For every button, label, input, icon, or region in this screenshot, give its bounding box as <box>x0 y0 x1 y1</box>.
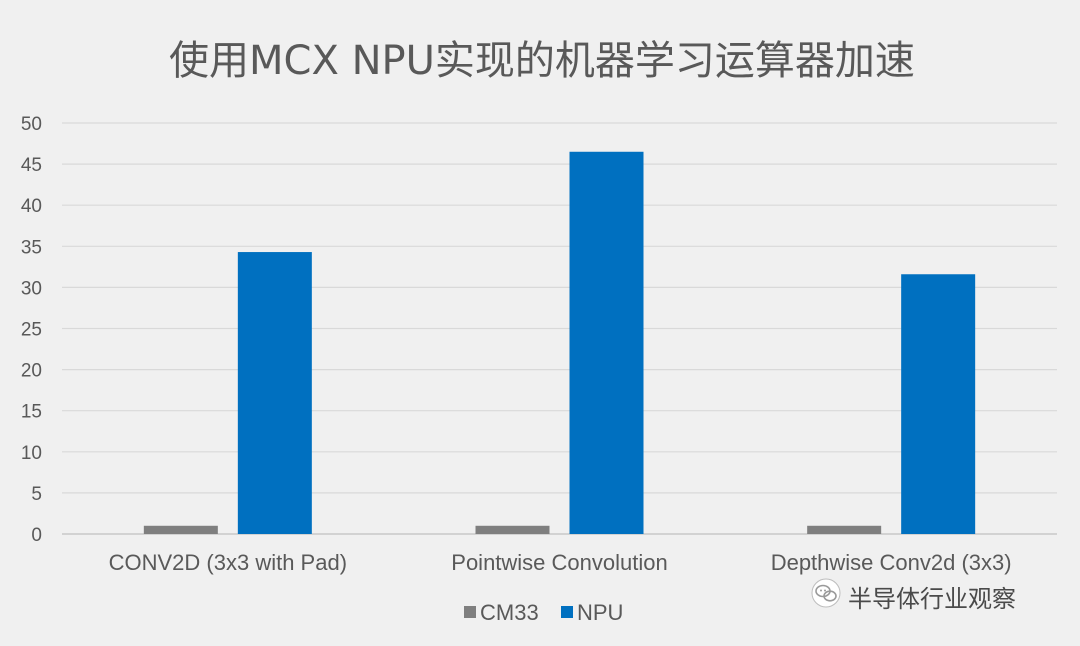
y-tick-label: 5 <box>31 484 42 505</box>
x-category-label: Pointwise Convolution <box>451 550 667 575</box>
legend-label-npu: NPU <box>577 600 623 625</box>
bars <box>143 151 976 534</box>
legend-swatch-cm33 <box>464 606 476 618</box>
y-tick-label: 30 <box>21 278 42 299</box>
y-axis-ticks: 0 5 10 15 20 25 30 35 40 45 50 <box>21 114 42 546</box>
legend-swatch-npu <box>561 606 573 618</box>
x-axis-categories: CONV2D (3x3 with Pad) Pointwise Convoluti… <box>109 550 1012 575</box>
bar-cm33-2 <box>807 525 882 534</box>
bar-cm33-1 <box>475 525 550 534</box>
chart-title: 使用MCX NPU实现的机器学习运算器加速 <box>169 38 915 84</box>
y-tick-label: 15 <box>21 402 42 423</box>
y-tick-label: 35 <box>21 237 42 258</box>
watermark-text: 半导体行业观察 <box>848 585 1016 613</box>
y-tick-label: 25 <box>21 320 42 341</box>
bar-cm33-0 <box>143 525 218 534</box>
y-tick-label: 0 <box>31 525 42 546</box>
y-tick-label: 10 <box>21 443 42 464</box>
gridlines <box>62 122 1057 535</box>
watermark: 半导体行业观察 <box>811 578 1016 613</box>
bar-npu-0 <box>237 252 312 534</box>
y-tick-label: 45 <box>21 155 42 176</box>
bar-npu-1 <box>569 151 644 534</box>
x-category-label: CONV2D (3x3 with Pad) <box>109 550 347 575</box>
y-tick-label: 50 <box>21 114 42 135</box>
x-category-label: Depthwise Conv2d (3x3) <box>771 550 1012 575</box>
y-tick-label: 20 <box>21 361 42 382</box>
legend: CM33 NPU <box>464 600 623 625</box>
y-tick-label: 40 <box>21 196 42 217</box>
bar-npu-2 <box>901 274 976 534</box>
legend-label-cm33: CM33 <box>480 600 539 625</box>
wechat-icon <box>811 578 841 608</box>
